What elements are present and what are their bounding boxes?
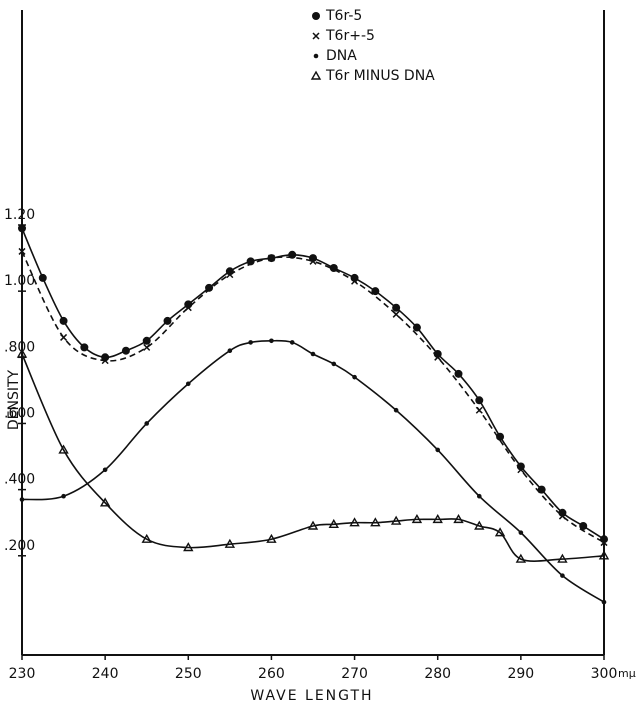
marker	[598, 550, 610, 560]
marker	[454, 369, 463, 378]
marker	[435, 447, 441, 453]
marker	[517, 466, 525, 474]
y-tick-label: 1.00	[4, 273, 35, 289]
marker	[183, 542, 194, 552]
marker	[99, 497, 111, 507]
legend-marker	[312, 12, 320, 20]
marker	[269, 338, 274, 344]
marker	[600, 539, 608, 547]
marker	[370, 517, 381, 527]
x-axis-label: WAVE LENGTH	[250, 688, 373, 704]
marker	[266, 533, 277, 543]
marker	[518, 530, 524, 535]
y-tick-label: 1.20	[4, 207, 35, 223]
marker	[309, 257, 317, 265]
marker	[392, 303, 401, 312]
marker	[579, 522, 588, 530]
series-line	[21, 227, 605, 540]
marker	[411, 513, 423, 524]
x-tick-label: 280	[424, 666, 451, 682]
y-axis-label: DENSITY	[6, 369, 22, 430]
marker	[144, 421, 150, 426]
marker	[515, 553, 527, 563]
series-line	[21, 353, 605, 562]
y-tick-label: .800	[4, 339, 35, 355]
marker	[558, 512, 566, 520]
legend-label: T6r MINUS DNA	[325, 68, 435, 84]
marker	[496, 432, 505, 441]
legend-label: T6r-5	[325, 8, 362, 24]
marker	[59, 316, 68, 325]
marker	[185, 381, 191, 387]
marker	[227, 348, 233, 353]
marker	[226, 271, 234, 279]
marker	[432, 513, 443, 524]
legend-label: DNA	[326, 48, 357, 64]
marker	[560, 573, 565, 578]
x-tick-label: 250	[175, 666, 202, 682]
marker	[328, 518, 339, 529]
marker	[205, 283, 214, 292]
marker	[102, 467, 108, 473]
series-line	[21, 251, 605, 544]
x-unit: mμ	[618, 667, 636, 680]
marker	[289, 340, 295, 345]
marker	[18, 247, 26, 255]
marker	[349, 517, 360, 527]
legend-marker	[313, 53, 319, 59]
y-tick-label: .200	[4, 538, 35, 554]
marker	[475, 406, 483, 414]
marker	[224, 538, 236, 548]
marker	[601, 599, 607, 605]
x-tick-label: 260	[258, 666, 285, 682]
x-tick-label: 230	[9, 666, 36, 682]
marker	[390, 515, 402, 525]
marker	[163, 316, 172, 325]
marker	[453, 513, 464, 524]
y-tick-label: .600	[4, 405, 35, 421]
marker	[474, 520, 485, 530]
marker	[307, 520, 319, 530]
x-tick-label: 290	[507, 666, 534, 682]
marker	[310, 351, 316, 357]
marker	[38, 273, 47, 282]
marker	[143, 343, 151, 351]
marker	[267, 254, 275, 262]
legend-marker	[312, 32, 320, 40]
marker	[352, 374, 357, 380]
marker	[61, 493, 66, 499]
marker	[557, 553, 568, 563]
marker	[434, 353, 442, 361]
marker	[80, 343, 89, 352]
marker	[184, 304, 192, 312]
marker	[18, 224, 26, 233]
marker	[141, 533, 152, 543]
marker	[371, 287, 380, 296]
marker	[475, 396, 484, 405]
marker	[142, 336, 151, 345]
marker	[121, 346, 130, 355]
marker	[19, 497, 25, 502]
x-tick-label: 300	[591, 666, 618, 682]
marker	[412, 323, 421, 332]
marker	[60, 333, 68, 341]
marker	[248, 340, 253, 345]
marker	[58, 444, 69, 454]
marker	[16, 348, 28, 358]
x-tick-label: 270	[341, 666, 368, 682]
marker	[392, 310, 400, 318]
marker	[331, 361, 337, 367]
marker	[101, 357, 109, 365]
marker	[476, 493, 482, 499]
marker	[393, 407, 399, 413]
marker	[351, 277, 359, 285]
series-line	[21, 339, 605, 603]
legend-marker	[310, 70, 322, 80]
x-tick-label: 240	[92, 666, 119, 682]
y-tick-label: .400	[4, 472, 35, 488]
marker	[494, 527, 506, 537]
legend-label: T6r+-5	[325, 28, 375, 44]
